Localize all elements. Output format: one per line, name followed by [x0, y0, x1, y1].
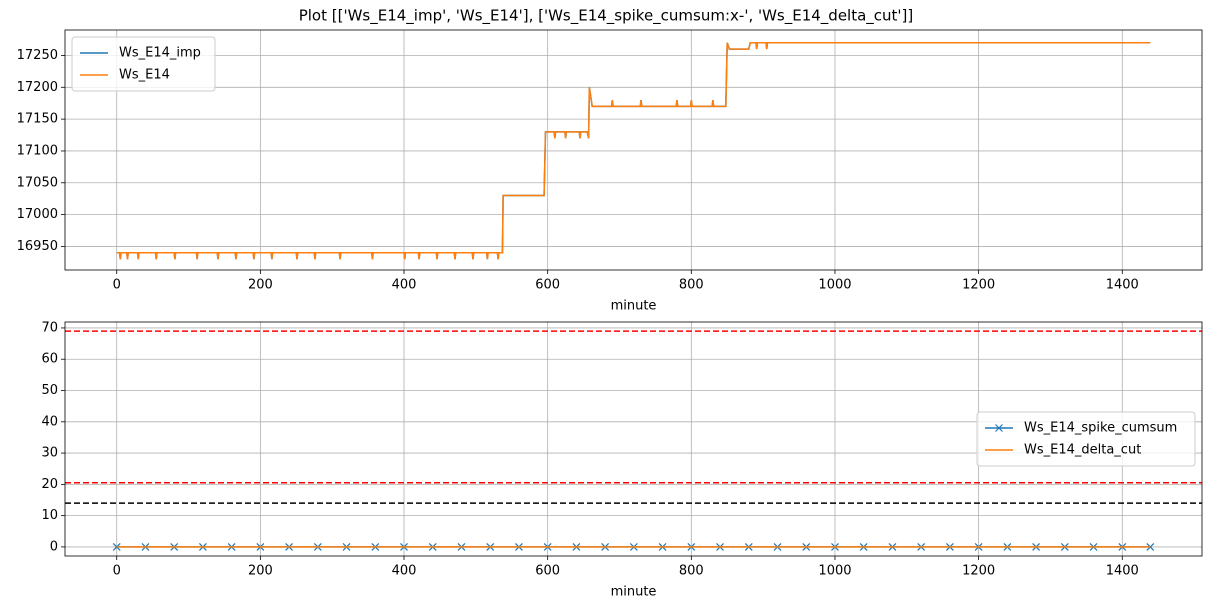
- legend: Ws_E14_imp Ws_E14: [71, 36, 216, 92]
- x-tick-label: 0: [113, 278, 121, 293]
- plot-area: [65, 330, 1202, 551]
- plot-area: [116, 41, 1151, 260]
- y-tick-label: 16950: [17, 239, 58, 254]
- y-tick-label: 60: [41, 352, 58, 367]
- x-tick-label: 1200: [962, 564, 995, 579]
- y-tick-label: 17250: [17, 48, 58, 63]
- legend-label: Ws_E14_imp: [119, 46, 201, 61]
- y-tick-label: 30: [41, 446, 58, 461]
- y-tick-label: 17150: [17, 112, 58, 127]
- legend-box: [71, 36, 216, 92]
- x-tick-label: 0: [113, 564, 121, 579]
- x-tick-label: 1400: [1106, 278, 1139, 293]
- y-tick-label: 17050: [17, 175, 58, 190]
- legend-label: Ws_E14_spike_cumsum: [1024, 421, 1177, 436]
- legend-box: [976, 411, 1196, 467]
- x-tick-label: 400: [392, 278, 417, 293]
- axes-frame: [64, 29, 1203, 271]
- axes-frame: [64, 321, 1203, 557]
- x-tick-label: 800: [679, 564, 704, 579]
- legend: Ws_E14_spike_cumsum Ws_E14_delta_cut: [976, 411, 1196, 467]
- x-tick-label: 400: [392, 564, 417, 579]
- x-axis-label: minute: [611, 585, 657, 600]
- x-tick-label: 200: [248, 278, 273, 293]
- legend-label: Ws_E14_delta_cut: [1024, 443, 1141, 458]
- x-tick-label: 1200: [962, 278, 995, 293]
- legend-marker: [995, 424, 1003, 432]
- y-tick-label: 0: [50, 539, 58, 554]
- x-tick-label: 600: [535, 564, 560, 579]
- x-tick-label: 800: [679, 278, 704, 293]
- x-tick-label: 1400: [1106, 564, 1139, 579]
- x-tick-label: 1000: [818, 278, 851, 293]
- x-tick-label: 200: [248, 564, 273, 579]
- y-tick-label: 70: [41, 320, 58, 335]
- y-tick-label: 17200: [17, 80, 58, 95]
- y-tick-label: 20: [41, 477, 58, 492]
- x-axis-label: minute: [611, 299, 657, 314]
- y-tick-label: 40: [41, 414, 58, 429]
- x-tick-label: 1000: [818, 564, 851, 579]
- y-tick-label: 17000: [17, 207, 58, 222]
- figure-title: Plot [['Ws_E14_imp', 'Ws_E14'], ['Ws_E14…: [299, 7, 914, 26]
- y-tick-label: 17100: [17, 143, 58, 158]
- legend-label: Ws_E14: [119, 68, 170, 83]
- y-tick-label: 50: [41, 383, 58, 398]
- y-tick-label: 10: [41, 508, 58, 523]
- x-tick-label: 600: [535, 278, 560, 293]
- series-line: [116, 41, 1151, 260]
